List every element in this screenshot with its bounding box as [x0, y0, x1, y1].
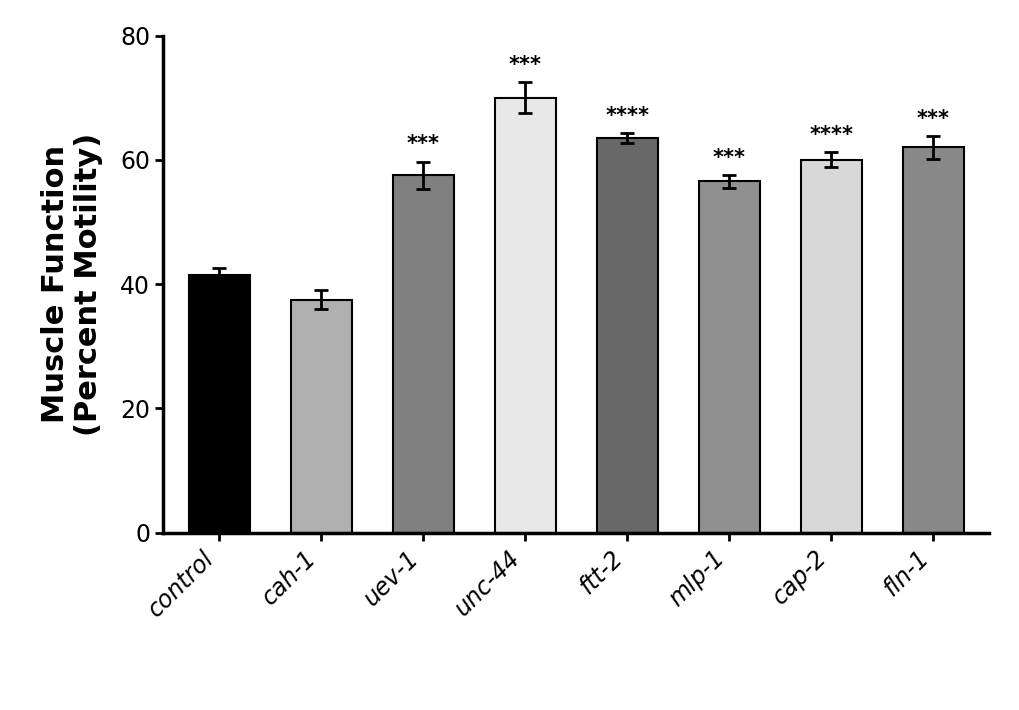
- Text: ****: ****: [604, 106, 649, 126]
- Text: ***: ***: [407, 134, 439, 154]
- Bar: [392, 175, 453, 532]
- Y-axis label: Muscle Function
(Percent Motility): Muscle Function (Percent Motility): [41, 132, 103, 436]
- Bar: [902, 148, 963, 532]
- Text: ***: ***: [508, 55, 541, 75]
- Bar: [596, 138, 657, 532]
- Bar: [290, 300, 352, 532]
- Bar: [494, 97, 555, 532]
- Bar: [189, 275, 250, 532]
- Bar: [800, 160, 861, 532]
- Text: ***: ***: [916, 109, 949, 129]
- Text: ****: ****: [808, 125, 853, 145]
- Bar: [698, 182, 759, 532]
- Text: ***: ***: [712, 148, 745, 168]
